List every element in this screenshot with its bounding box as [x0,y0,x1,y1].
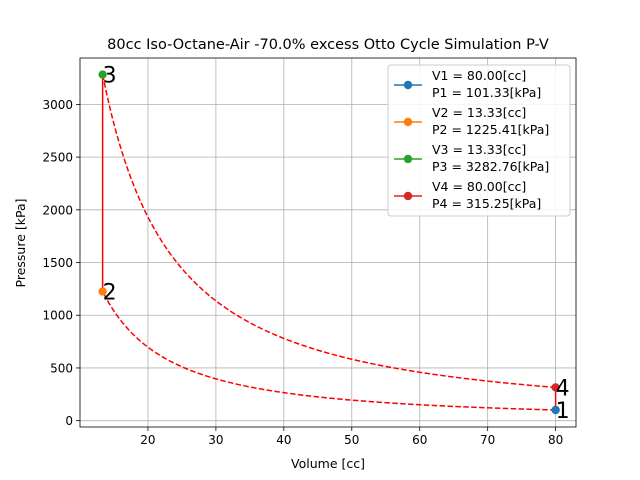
legend-entry-line: V3 = 13.33[cc] [432,142,526,157]
process-curve-3-4 [101,74,556,389]
state-3-marker [98,70,107,79]
x-tick-label: 80 [548,433,563,447]
legend-swatch-marker [403,154,413,164]
state-2-marker [98,287,107,296]
y-axis-label: Pressure [kPa] [13,199,28,288]
state-2-label: 2 [103,280,117,305]
state-1-marker [551,405,560,415]
x-tick-label: 60 [412,433,427,447]
legend-entry-line: V4 = 80.00[cc] [432,179,526,194]
cycle-curves [101,74,557,411]
state-1-label: 1 [556,399,570,424]
x-tick-label: 20 [140,433,155,447]
y-tick-label: 500 [50,361,73,375]
y-tick-label: 2000 [42,203,73,217]
y-tick-label: 1500 [42,256,73,270]
chart-title: 80cc Iso-Octane-Air -70.0% excess Otto C… [107,37,549,53]
x-axis-ticks: 20 30 40 50 60 70 80 [140,427,563,447]
legend-entry-line: P3 = 3282.76[kPa] [432,159,549,174]
y-tick-label: 2500 [42,151,73,165]
legend-swatch-marker [403,80,413,90]
y-tick-label: 0 [65,414,73,428]
y-axis-ticks: 0 500 1000 1500 2000 2500 3000 [42,98,80,428]
legend: V1 = 80.00[cc] P1 = 101.33[kPa] V2 = 13.33… [387,64,571,217]
x-tick-label: 70 [480,433,495,447]
y-tick-label: 1000 [42,309,73,323]
x-tick-label: 40 [276,433,291,447]
legend-entry-line: P1 = 101.33[kPa] [432,85,541,100]
process-curve-1-2 [101,291,556,411]
y-tick-label: 3000 [42,98,73,112]
legend-entry-line: V1 = 80.00[cc] [432,68,526,83]
legend-box [387,64,571,217]
x-tick-label: 50 [344,433,359,447]
legend-entry-line: P2 = 1225.41[kPa] [432,122,549,137]
state-markers [98,70,560,415]
x-tick-label: 30 [208,433,223,447]
state-4-marker [551,383,560,392]
legend-entry-line: V2 = 13.33[cc] [432,105,526,120]
grid [80,58,576,427]
state-3-label: 3 [103,64,117,89]
state-4-label: 4 [556,376,570,401]
legend-entry-line: P4 = 315.25[kPa] [432,196,541,211]
state-labels: 1 2 3 4 [103,64,570,424]
plot-frame [79,57,577,428]
legend-swatch-marker [403,117,413,127]
legend-swatch-marker [403,191,413,201]
x-axis-label: Volume [cc] [291,456,365,471]
